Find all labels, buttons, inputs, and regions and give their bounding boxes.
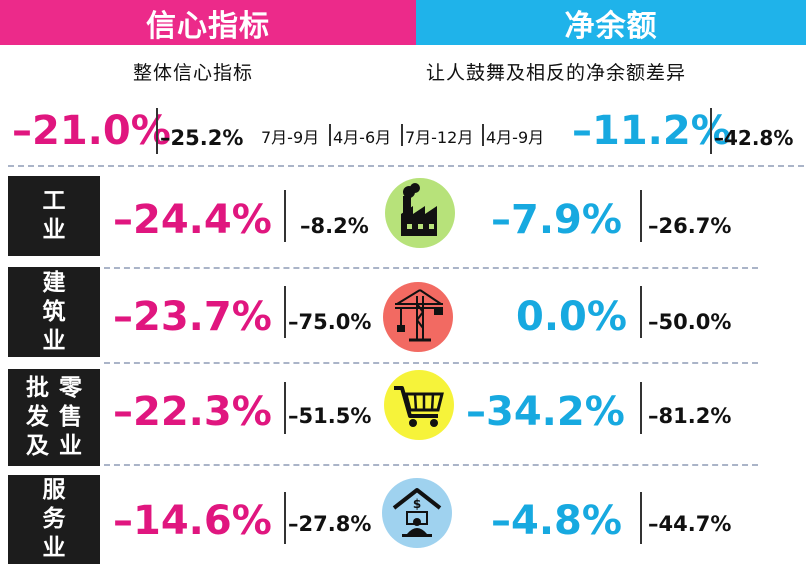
dashed-separator [104,267,758,269]
period-label: 4月-9月 [486,128,545,147]
service-icon: $ [382,478,452,548]
net-balance-header: 净余额 [416,0,806,45]
factory-icon [385,178,455,248]
divider [401,124,403,146]
divider [640,190,642,242]
sector-label-char: 筑 [42,298,66,325]
divider [482,124,484,146]
sector-label-char: 服 [42,477,66,503]
period-label: 7月-9月 [261,128,320,147]
divider [640,286,642,338]
sector-label-char: 业 [59,433,82,459]
sector-label-char: 工 [42,188,66,214]
sector-label-char: 务 [42,506,66,532]
net-balance-title: 净余额 [564,8,658,44]
divider [284,492,286,544]
sector-label-services: 服 务 业 [8,475,100,564]
services-confidence-previous: –27.8% [288,512,372,536]
wholesale-retail-net-current: –34.2% [466,389,625,435]
overall-confidence-current: –21.0% [12,108,171,154]
confidence-index-title: 信心指标 [146,8,270,44]
svg-text:$: $ [413,497,421,511]
divider [284,286,286,338]
industry-confidence-previous: –8.2% [300,214,369,238]
divider [284,382,286,434]
sector-label-char: 售 [59,404,82,430]
construction-confidence-current: –23.7% [113,294,272,340]
crane-icon [383,282,453,352]
sector-label-construction: 建 筑 业 [8,267,100,357]
overall-confidence-subtitle: 整体信心指标 [133,62,254,84]
wholesale-retail-confidence-current: –22.3% [113,389,272,435]
sector-label-char: 业 [42,535,66,561]
overall-confidence-previous: –25.2% [160,126,244,150]
confidence-index-header: 信心指标 [0,0,416,45]
divider [640,382,642,434]
sector-label-char: 业 [42,327,66,354]
construction-net-current: 0.0% [516,294,627,340]
dashed-separator [104,362,758,364]
sector-label-wholesale-retail: 批 零 发 售 及 业 [8,369,100,466]
overall-net-previous: –42.8% [714,126,794,150]
industry-net-previous: –26.7% [648,214,732,238]
dashed-separator [8,165,804,167]
wholesale-retail-net-previous: –81.2% [648,404,732,428]
divider [329,124,331,146]
sector-label-char: 批 [26,375,49,401]
sector-label-char: 及 [26,433,49,459]
period-label: 7月-12月 [405,128,474,147]
sector-label-char: 零 [59,375,82,401]
period-label: 4月-6月 [333,128,392,147]
industry-confidence-current: –24.4% [113,197,272,243]
sector-label-char: 业 [42,217,66,243]
services-net-current: –4.8% [491,498,622,544]
construction-net-previous: –50.0% [648,310,732,334]
dashed-separator [104,464,758,466]
wholesale-retail-confidence-previous: –51.5% [288,404,372,428]
net-balance-subtitle: 让人鼓舞及相反的净余额差异 [426,62,687,84]
services-net-previous: –44.7% [648,512,732,536]
industry-net-current: –7.9% [491,197,622,243]
construction-confidence-previous: –75.0% [288,310,372,334]
divider [640,492,642,544]
divider [156,108,158,154]
sector-label-char: 建 [42,269,66,296]
divider [284,190,286,242]
shopping-cart-icon [384,370,454,440]
sector-label-industry: 工 业 [8,176,100,256]
sector-label-char: 发 [26,404,49,430]
overall-net-current: –11.2% [572,108,731,154]
services-confidence-current: –14.6% [113,498,272,544]
divider [710,108,712,154]
